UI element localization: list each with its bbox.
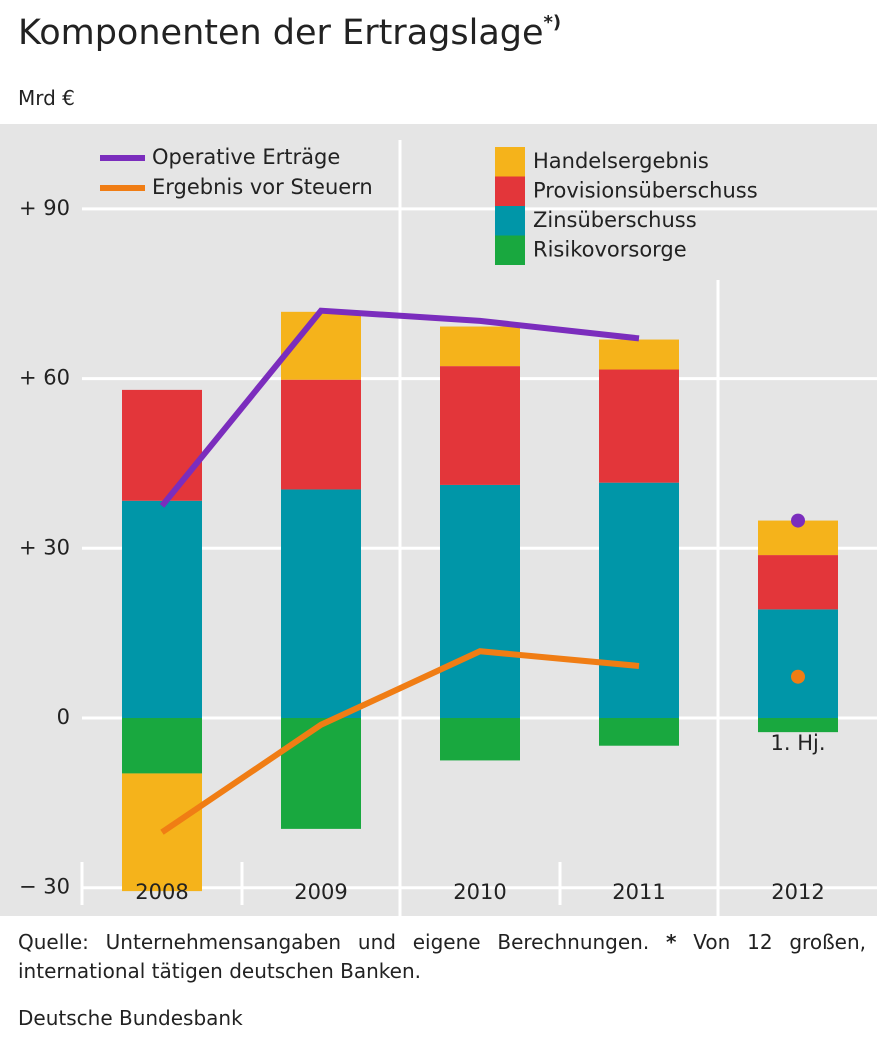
- bar-segment: [758, 555, 838, 610]
- footnote-text: Von 12 großen, international tätigen deu…: [18, 930, 867, 983]
- legend-swatch: [495, 176, 525, 206]
- y-tick-label: + 90: [19, 196, 70, 220]
- x-tick-label: 2009: [294, 880, 347, 904]
- legend-label: Ergebnis vor Steuern: [152, 175, 373, 199]
- legend-label: Zinsüberschuss: [533, 208, 697, 232]
- bar-segment: [758, 609, 838, 718]
- bar-segment: [440, 326, 520, 367]
- bar-segment: [122, 718, 202, 774]
- title: Komponenten der Ertragslage*): [18, 12, 561, 53]
- y-tick-label: + 30: [19, 535, 70, 559]
- unit-label: Mrd €: [18, 86, 75, 110]
- y-tick-label: 0: [57, 705, 70, 729]
- legend-swatch: [495, 147, 525, 177]
- y-tick-label: − 30: [19, 875, 70, 899]
- bar-segment: [281, 489, 361, 718]
- line-point: [791, 513, 805, 528]
- y-tick-label: + 60: [19, 366, 70, 390]
- bar-segment: [281, 718, 361, 829]
- title-note: *): [543, 12, 562, 33]
- legend-label: Provisionsüberschuss: [533, 179, 758, 203]
- annotation: 1. Hj.: [770, 731, 825, 755]
- bar-segment: [599, 339, 679, 370]
- source: Quelle: Unternehmensangaben und eigene B…: [18, 930, 650, 954]
- bar-segment: [281, 379, 361, 490]
- x-tick-label: 2011: [612, 880, 665, 904]
- bar-segment: [599, 369, 679, 483]
- footnote: Quelle: Unternehmensangaben und eigene B…: [18, 928, 866, 986]
- bar-segment: [758, 718, 838, 733]
- bar-segment: [440, 718, 520, 761]
- bar-segment: [599, 482, 679, 718]
- x-tick-label: 2010: [453, 880, 506, 904]
- legend-label: Handelsergebnis: [533, 149, 709, 173]
- bar-segment: [599, 718, 679, 746]
- line-point: [791, 669, 805, 684]
- legend-swatch: [495, 206, 525, 236]
- title-text: Komponenten der Ertragslage: [18, 13, 544, 53]
- bar-segment: [122, 389, 202, 501]
- bar-segment: [122, 500, 202, 718]
- bar-segment: [440, 366, 520, 485]
- legend-label: Risikovorsorge: [533, 238, 687, 262]
- x-tick-label: 2008: [135, 880, 188, 904]
- publisher: Deutsche Bundesbank: [18, 1006, 243, 1030]
- legend-swatch: [495, 235, 525, 265]
- x-tick-label: 2012: [771, 880, 824, 904]
- footnote-marker: *: [666, 930, 677, 954]
- legend-label: Operative Erträge: [152, 145, 340, 169]
- bar-segment: [440, 484, 520, 718]
- line: [160, 648, 640, 835]
- line: [159, 307, 640, 508]
